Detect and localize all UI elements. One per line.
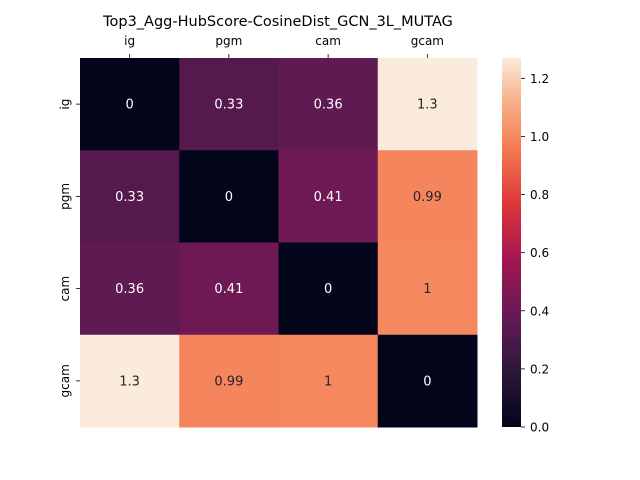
heatmap-cell-cam-pgm [179,242,279,336]
x-axis-ticks: ig pgm cam gcam [124,34,444,58]
cell-value-label-ig-gcam: 1.3 [417,98,438,113]
heatmap-cell-gcam-gcam [377,334,478,428]
x-tick-label-cam: cam [315,34,341,48]
heatmap-cell-gcam-pgm [179,334,279,428]
heatmap-cell-cam-ig [80,242,180,336]
heatmap-cells: 0 0.33 0.36 1.3 0.33 0 0.41 0.99 0.36 0.41 0 1 1.3 0.… [80,58,478,428]
heatmap-cell-pgm-pgm [179,150,279,243]
cell-value-label-gcam-pgm: 0.99 [214,374,243,389]
heatmap-cell-pgm-ig [80,150,180,243]
heatmap-cell-pgm-cam [278,150,379,243]
colorbar-tick-label: 1.0 [530,130,549,144]
colorbar-tick-label: 0.2 [530,362,549,376]
y-tick-label-ig: ig [58,99,72,110]
colorbar-tick-label: 1.2 [530,72,549,86]
cell-value-label-pgm-gcam: 0.99 [413,190,442,205]
heatmap-cell-gcam-ig [80,334,180,428]
colorbar-tick-label: 0.0 [530,421,549,435]
colorbar [502,58,521,427]
cell-value-label-pgm-ig: 0.33 [115,190,144,205]
x-tick-label-gcam: gcam [411,34,444,48]
cell-value-label-cam-pgm: 0.41 [214,282,243,297]
y-axis-ticks: ig pgm cam gcam [58,99,80,398]
cell-value-label-ig-cam: 0.36 [314,98,343,113]
colorbar-tick-label: 0.4 [530,304,549,318]
cell-value-label-gcam-gcam: 0 [423,374,431,389]
cell-value-label-cam-ig: 0.36 [115,282,144,297]
heatmap-cell-cam-gcam [377,242,478,336]
chart-title: Top3_Agg-HubScore-CosineDist_GCN_3L_MUTA… [102,14,453,30]
heatmap-cell-ig-ig [80,58,180,151]
heatmap-cell-gcam-cam [278,334,379,428]
cell-value-label-cam-cam: 0 [324,282,332,297]
y-tick-label-cam: cam [58,276,72,302]
cell-value-label-cam-gcam: 1 [423,282,431,297]
cell-value-label-pgm-cam: 0.41 [314,190,343,205]
heatmap-cell-ig-pgm [179,58,279,151]
cell-value-label-pgm-pgm: 0 [225,190,233,205]
cell-value-label-ig-pgm: 0.33 [214,98,243,113]
y-tick-label-gcam: gcam [58,364,72,397]
y-tick-label-pgm: pgm [58,183,72,210]
x-tick-label-pgm: pgm [215,34,242,48]
heatmap-cell-ig-cam [278,58,379,151]
heatmap-cell-ig-gcam [377,58,478,151]
cell-value-label-gcam-ig: 1.3 [119,374,140,389]
colorbar-ticks: 0.0 0.2 0.4 0.6 0.8 1.0 1.2 [521,72,549,435]
colorbar-tick-label: 0.6 [530,246,549,260]
cell-value-label-ig-ig: 0 [125,98,133,113]
heatmap-cell-pgm-gcam [377,150,478,243]
x-tick-label-ig: ig [124,34,135,48]
heatmap-cell-cam-cam [278,242,379,336]
colorbar-tick-label: 0.8 [530,188,549,202]
cell-value-label-gcam-cam: 1 [324,374,332,389]
